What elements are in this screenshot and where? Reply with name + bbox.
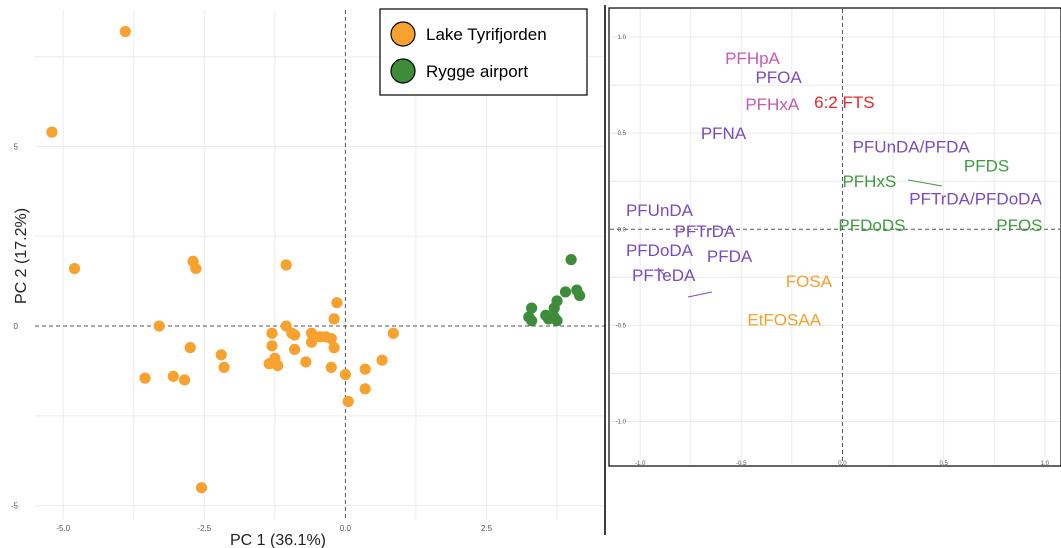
point-lake-tyrifjorden: [328, 342, 340, 354]
label-pftrda-pfdoda: PFTrDA/PFDoDA: [909, 189, 1042, 208]
point-lake-tyrifjorden: [342, 395, 354, 408]
x-tick-label: -1.0: [635, 461, 646, 467]
point-rygge-airport: [551, 315, 563, 327]
point-lake-tyrifjorden: [139, 372, 151, 384]
score-ticks: -5.0 -2.5 0.0 2.5 5 0 -5: [11, 142, 493, 533]
label-pfds: PFDS: [964, 157, 1009, 176]
point-lake-tyrifjorden: [153, 320, 165, 332]
label-6-2-fts: 6:2 FTS: [814, 93, 874, 112]
x-axis-title: PC 1 (36.1%): [230, 532, 326, 548]
point-lake-tyrifjorden: [46, 126, 58, 138]
y-tick-label: 0.0: [618, 227, 627, 233]
x-tick-label: 0.0: [838, 461, 847, 467]
point-lake-tyrifjorden: [376, 354, 388, 366]
score-points: [46, 25, 586, 494]
point-lake-tyrifjorden: [167, 370, 179, 382]
y-tick-label: 0.5: [618, 131, 627, 137]
point-lake-tyrifjorden: [359, 363, 371, 375]
leader-line-pfda: [687, 291, 713, 298]
label-etfosaa: EtFOSAA: [747, 310, 821, 329]
point-lake-tyrifjorden: [280, 259, 292, 271]
point-lake-tyrifjorden: [325, 333, 337, 345]
label-pftrda: PFTrDA: [675, 222, 736, 241]
y-tick-label: -1.0: [616, 420, 627, 426]
point-lake-tyrifjorden: [328, 313, 340, 325]
x-tick-label: 1.0: [1041, 461, 1050, 467]
legend-swatch-lake-tyrifjorden: [390, 21, 416, 47]
point-rygge-airport: [559, 286, 572, 298]
point-lake-tyrifjorden: [215, 349, 227, 361]
label-pfteda: PFTeDA: [632, 266, 696, 285]
point-lake-tyrifjorden: [300, 356, 312, 368]
legend-swatch-rygge-airport: [390, 58, 416, 84]
loading-ticks: -1.0 -0.5 0.0 0.5 1.0 1.0 0.5 0.0 -0.5 -1.0: [616, 35, 1050, 467]
y-tick-label: 0: [14, 322, 19, 331]
point-lake-tyrifjorden: [359, 383, 371, 395]
label-pfhxs: PFHxS: [842, 172, 896, 191]
point-lake-tyrifjorden: [195, 482, 208, 494]
point-rygge-airport: [526, 302, 538, 314]
point-rygge-airport: [574, 289, 586, 302]
point-lake-tyrifjorden: [184, 342, 196, 354]
label-pfhxa: PFHxA: [745, 95, 800, 114]
loading-grid: [610, 9, 1060, 465]
point-lake-tyrifjorden: [68, 262, 81, 275]
point-lake-tyrifjorden: [325, 361, 337, 373]
point-lake-tyrifjorden: [266, 340, 278, 352]
point-rygge-airport: [565, 254, 577, 266]
point-rygge-airport: [548, 302, 560, 314]
label-pfunda-pfda: PFUnDA/PFDA: [853, 137, 971, 156]
point-lake-tyrifjorden: [387, 327, 399, 339]
loading-zero-lines: [610, 9, 1060, 465]
x-tick-label: -5.0: [56, 524, 70, 533]
legend-label-rygge-airport: Rygge airport: [426, 62, 528, 81]
label-pfhpa: PFHpA: [725, 49, 780, 68]
label-pfos: PFOS: [996, 216, 1042, 235]
label-pfdods: PFDoDS: [838, 216, 905, 235]
score-zero-lines: [35, 10, 605, 520]
point-lake-tyrifjorden: [190, 262, 202, 275]
leader-line-pfhxs: [907, 179, 943, 187]
point-lake-tyrifjorden: [218, 361, 230, 373]
y-axis-title: PC 2 (17.2%): [13, 208, 30, 304]
point-lake-tyrifjorden: [272, 359, 284, 372]
legend-box: [379, 8, 588, 96]
point-lake-tyrifjorden: [178, 374, 191, 386]
point-lake-tyrifjorden: [331, 297, 343, 309]
y-tick-label: -0.5: [616, 323, 627, 329]
score-plot: -5.0 -2.5 0.0 2.5 5 0 -5 PC 1 (36.1%) PC 2 (17…: [11, 8, 605, 548]
legend: Lake Tyrifjorden Rygge airport: [379, 8, 588, 96]
point-rygge-airport: [526, 315, 538, 327]
point-lake-tyrifjorden: [339, 368, 351, 381]
label-pfoa: PFOA: [755, 68, 802, 87]
point-lake-tyrifjorden: [266, 327, 278, 339]
x-tick-label: -2.5: [197, 524, 211, 533]
legend-label-lake-tyrifjorden: Lake Tyrifjorden: [426, 25, 547, 44]
point-lake-tyrifjorden: [119, 25, 131, 38]
label-pfda: PFDA: [707, 247, 753, 266]
leader-lines: [657, 179, 943, 298]
x-tick-label: 0.0: [340, 524, 352, 533]
label-pfna: PFNA: [701, 124, 747, 143]
label-pfdoda: PFDoDA: [626, 241, 694, 260]
y-tick-label: 5: [14, 142, 19, 151]
point-lake-tyrifjorden: [289, 329, 301, 341]
point-lake-tyrifjorden: [263, 358, 275, 370]
y-tick-label: 1.0: [618, 35, 627, 41]
point-lake-tyrifjorden: [289, 343, 301, 356]
leader-line-pfundda: [657, 267, 665, 276]
label-fosa: FOSA: [786, 272, 833, 291]
y-tick-label: -5: [11, 502, 19, 511]
x-tick-label: 2.5: [481, 524, 493, 533]
loading-frame: [608, 7, 1061, 467]
x-tick-label: 0.5: [939, 461, 948, 467]
x-tick-label: -0.5: [736, 461, 747, 467]
point-lake-tyrifjorden: [305, 327, 318, 339]
label-pfunda: PFUnDA: [626, 201, 694, 220]
point-lake-tyrifjorden: [305, 336, 318, 348]
